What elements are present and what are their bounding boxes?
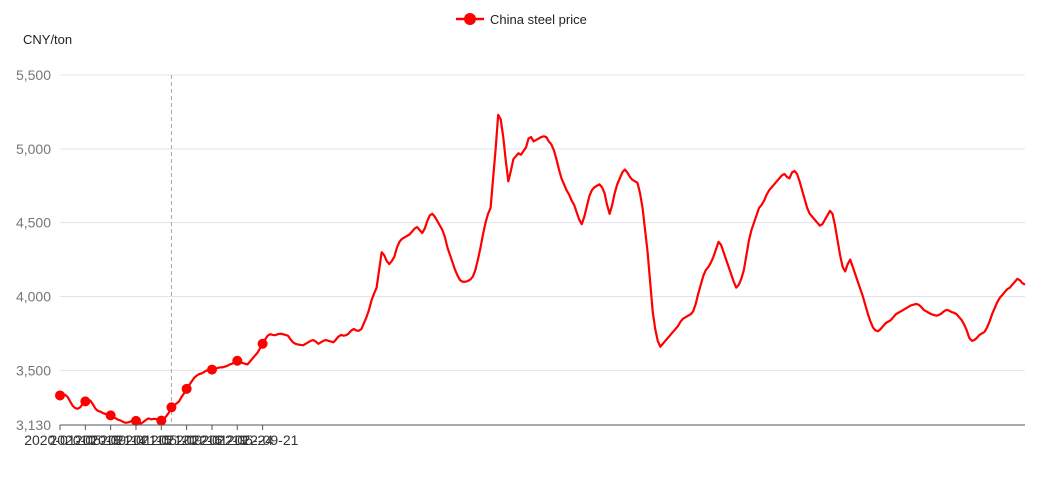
x-tick-label: 2020-09-14 [75,432,147,448]
data-point[interactable] [181,383,192,394]
y-tick-label: 3,500 [16,362,51,378]
data-point[interactable] [206,364,217,375]
data-point[interactable] [80,396,91,407]
x-tick-label: 2022-09-21 [227,432,299,448]
y-tick-label: 5,000 [16,141,51,157]
x-tick-label: 2020-05-18 [50,432,122,448]
series-group [55,113,1026,426]
x-tick-label: 2022-05-24 [201,432,273,448]
x-axis: 2020-01-102020-05-182020-09-142021-01-15… [24,424,1025,448]
y-axis: 3,130 3,500 4,000 4,500 5,000 5,500 [16,67,51,433]
legend-label[interactable]: China steel price [490,12,587,27]
x-tick-label: 2021-05-20 [125,432,197,448]
data-point[interactable] [232,355,243,366]
x-tick-label: 2020-01-10 [24,432,96,448]
data-point-highlight[interactable] [166,402,177,413]
data-point[interactable] [105,410,116,421]
y-tick-label: 5,500 [16,67,51,83]
data-point[interactable] [130,415,141,426]
y-tick-label: 3,130 [16,417,51,433]
y-axis-unit-label: CNY/ton [23,32,72,47]
data-point[interactable] [257,338,268,349]
x-tick-label: 2021-09-16 [151,432,223,448]
y-tick-label: 4,000 [16,289,51,305]
legend-marker-icon [464,13,476,25]
data-point[interactable] [156,415,167,426]
y-tick-label: 4,500 [16,215,51,231]
data-point[interactable] [55,390,65,401]
grid-lines [60,74,1025,371]
legend[interactable]: China steel price [456,12,587,27]
series-line-china-steel-price [59,113,1026,425]
x-tick-label: 2022-01-19 [176,432,248,448]
x-tick-label: 2021-01-15 [100,432,172,448]
